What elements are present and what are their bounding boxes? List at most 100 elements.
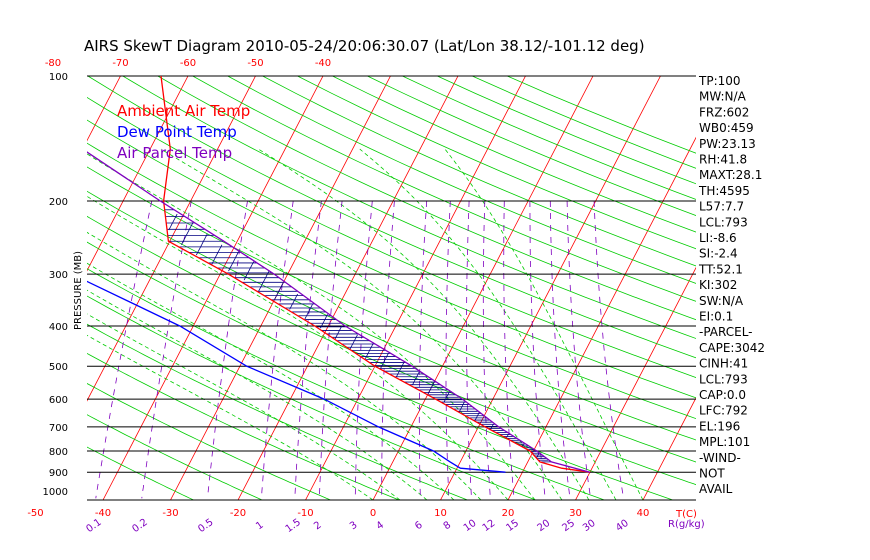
cape-hatch-line	[250, 264, 253, 269]
cape-hatch-line	[415, 376, 418, 379]
cape-hatch-line	[368, 349, 371, 352]
mixing-ratio-line	[381, 200, 395, 499]
cape-hatch-line	[184, 233, 188, 238]
cape-hatch-line	[259, 285, 262, 289]
cape-hatch-line	[461, 404, 464, 407]
top-temp-tick: -60	[180, 58, 196, 69]
mixing-ratio-line	[549, 200, 571, 499]
index-item: LCL:793	[699, 215, 748, 229]
cape-hatch-line	[356, 334, 358, 338]
cape-hatch-line	[351, 342, 354, 346]
cape-hatch-line	[229, 264, 233, 269]
index-item: PW:23.13	[699, 137, 756, 151]
mixing-ratio-line	[593, 200, 624, 499]
pressure-tick-label: 200	[49, 197, 68, 208]
cape-hatch-line	[201, 241, 204, 245]
cape-hatch-line	[278, 288, 281, 292]
pressure-tick-label: 100	[49, 72, 68, 83]
cape-hatch-line	[367, 350, 370, 354]
cape-hatch-line	[507, 434, 509, 436]
cape-hatch-line	[430, 386, 433, 389]
cape-hatch-line	[397, 371, 400, 374]
cape-hatch-line	[476, 416, 478, 418]
cape-hatch-line	[381, 364, 383, 367]
mixing-ratio-line	[482, 200, 491, 499]
mixing-ratio-line	[261, 200, 294, 499]
pressure-tick-label: 700	[49, 423, 68, 434]
cape-hatch-line	[366, 352, 369, 356]
cape-hatch-line	[289, 306, 292, 310]
cape-hatch-line	[219, 244, 223, 249]
cape-hatch-line	[182, 237, 186, 242]
cape-hatch-line	[267, 270, 270, 275]
cape-hatch-line	[323, 318, 326, 322]
mixing-ratio-line	[354, 200, 373, 499]
cape-hatch-line	[214, 254, 217, 259]
dry-adiabat-line	[87, 96, 696, 378]
cape-hatch-line	[236, 251, 239, 256]
cape-hatch-line	[174, 213, 178, 219]
cape-hatch-line	[350, 345, 353, 348]
cape-hatch-line	[412, 383, 414, 386]
dry-adiabat-line	[262, 76, 696, 267]
cape-hatch-line	[380, 366, 383, 369]
index-item: LI:-8.6	[699, 231, 737, 245]
dry-adiabat-line	[87, 142, 696, 420]
dry-adiabat-line	[87, 268, 605, 500]
cape-hatch-line	[433, 381, 435, 384]
cape-hatch	[164, 209, 552, 463]
cape-hatch-line	[492, 424, 494, 426]
cape-hatch-line	[536, 455, 539, 457]
cape-hatch-line	[261, 282, 264, 286]
cape-hatch-line	[369, 347, 372, 350]
index-item: AVAIL	[699, 482, 733, 496]
isotherm-line	[237, 76, 459, 500]
cape-hatch-line	[400, 366, 403, 369]
mixing-ratio-line	[319, 200, 343, 499]
cape-hatch-line	[429, 388, 432, 391]
isotherm-line	[507, 136, 696, 500]
cape-hatch-line	[190, 222, 194, 227]
cape-hatch-line	[399, 367, 402, 370]
cape-hatch-line	[445, 397, 447, 400]
cape-hatch-line	[245, 273, 248, 278]
cape-hatch-line	[476, 414, 479, 417]
cape-hatch-line	[325, 314, 328, 317]
mixing-ratio-line	[503, 200, 515, 499]
isobars	[87, 75, 696, 501]
cape-hatch-line	[396, 374, 398, 377]
cape-hatch-line	[308, 309, 311, 313]
mixing-ratio-line	[529, 200, 546, 499]
cape-hatch-line	[264, 276, 267, 281]
cape-hatch-line	[353, 338, 356, 342]
bottom-temp-tick: 40	[637, 508, 650, 519]
cape-hatch-line	[212, 258, 216, 262]
mixing-ratio-line	[418, 200, 428, 499]
dry-adiabat-line	[227, 76, 696, 284]
cape-hatch-line	[402, 362, 405, 365]
cape-hatch-line	[446, 394, 449, 397]
cape-hatch-line	[417, 373, 419, 376]
top-temp-tick: -70	[112, 58, 128, 69]
cape-hatch-line	[537, 454, 539, 456]
index-item: NOT	[699, 467, 725, 481]
cape-hatch-line	[248, 267, 251, 272]
cape-hatch-line	[258, 288, 261, 292]
bottom-temp-tick: -10	[297, 508, 313, 519]
cape-hatch-line	[246, 270, 250, 275]
cape-hatch-line	[320, 325, 322, 329]
cape-hatch-line	[370, 345, 373, 348]
dry-adiabat-line	[87, 446, 194, 500]
dry-adiabat-line	[122, 76, 696, 339]
cape-hatch-line	[536, 456, 538, 458]
dry-adiabat-line	[87, 414, 263, 500]
index-item: KI:302	[699, 278, 737, 292]
chart-title: AIRS SkewT Diagram 2010-05-24/20:06:30.0…	[84, 37, 645, 55]
index-item: TH:4595	[698, 184, 750, 198]
dry-adiabat-line	[297, 76, 696, 250]
isotherm-line	[87, 76, 256, 402]
bottom-temp-tick: 30	[569, 508, 582, 519]
cape-hatch-line	[243, 276, 247, 281]
